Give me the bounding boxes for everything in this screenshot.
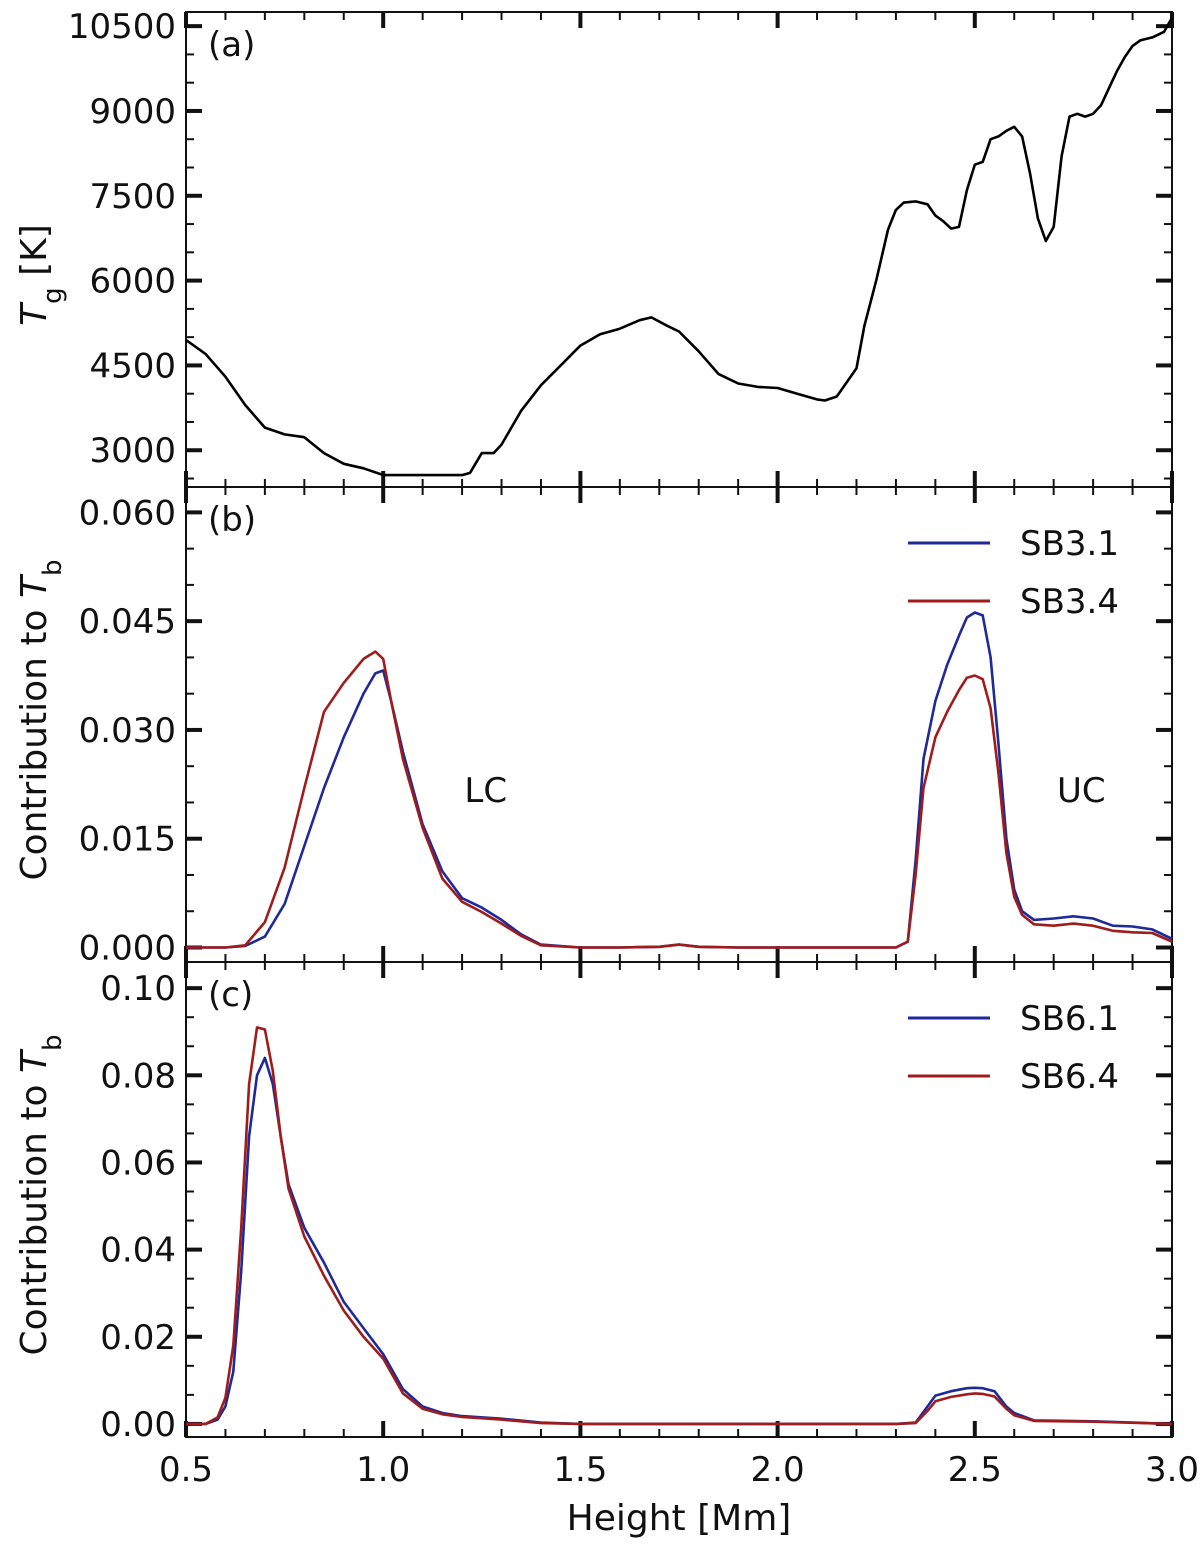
y-tick-label: 0.00: [100, 1405, 176, 1445]
y-tick-label: 3000: [89, 431, 176, 471]
y-axis-label: Contribution to Tb: [14, 1034, 68, 1355]
x-axis-label: Height [Mm]: [567, 1498, 792, 1539]
series-line-SB6.4: [186, 1026, 1173, 1426]
y-axis-label-var: T: [14, 301, 55, 326]
panel-label: (b): [208, 500, 256, 540]
y-tick-label: 9000: [89, 92, 176, 132]
legend-label: SB6.1: [1020, 999, 1119, 1039]
panel-c: 0.00 0.02 0.04 0.06 0.08 0.10 0.5 1.0 1.5 2.0 2.5 3…: [14, 961, 1199, 1490]
annotation-label: LC: [464, 771, 507, 811]
y-axis-label-sub: b: [38, 1034, 68, 1051]
y-tick-label: 0.000: [79, 928, 176, 968]
legend-label: SB3.1: [1020, 524, 1119, 564]
y-tick-label: 0.02: [100, 1318, 176, 1358]
y-tick-label: 0.045: [79, 602, 176, 642]
annotation-label: UC: [1057, 771, 1106, 811]
y-axis-label-var: T: [14, 573, 55, 598]
series-line-SB6.1: [186, 1056, 1173, 1426]
y-axis-label-sub: b: [38, 559, 68, 576]
y-tick-label: 0.10: [100, 969, 176, 1009]
y-tick-label: 0.08: [100, 1056, 176, 1096]
series-line-SB3.4: [186, 650, 1173, 949]
panel-label: (a): [208, 25, 255, 65]
x-tick-label: 2.0: [751, 1450, 805, 1490]
legend-label: SB3.4: [1020, 582, 1119, 622]
x-tick-label: 0.5: [159, 1450, 213, 1490]
y-axis-label: Contribution to Tb: [14, 559, 68, 880]
x-tick-label: 3.0: [1145, 1450, 1199, 1490]
x-tick-label: 2.5: [948, 1450, 1002, 1490]
y-axis-label-unit: [K]: [14, 224, 55, 287]
panel-b: 0.000 0.015 0.030 0.045 0.060 Contribution to…: [14, 486, 1174, 968]
y-tick-label: 0.015: [79, 820, 176, 860]
y-axis-label-text: Contribution to: [14, 598, 55, 881]
y-tick-label: 10500: [68, 7, 176, 47]
plot-frame: [185, 11, 1173, 488]
y-tick-label: 0.030: [79, 711, 176, 751]
y-axis-label-var: T: [14, 1048, 55, 1073]
panel-label: (c): [208, 975, 253, 1015]
y-axis-label-text: Contribution to: [14, 1073, 55, 1356]
y-axis-label: Tg [K]: [14, 224, 68, 326]
y-tick-label: 4500: [89, 346, 176, 386]
y-tick-label: 0.060: [79, 493, 176, 533]
x-tick-label: 1.5: [553, 1450, 607, 1490]
y-tick-label: 0.06: [100, 1143, 176, 1183]
plot-frame: [185, 961, 1173, 1438]
x-tick-label: 1.0: [356, 1450, 410, 1490]
y-tick-label: 7500: [89, 177, 176, 217]
y-tick-label: 0.04: [100, 1231, 176, 1271]
y-tick-label: 6000: [89, 262, 176, 302]
panel-a: 3000 4500 6000 7500 9000 10500 Tg [K] (a): [14, 7, 1174, 488]
series-line-SB3.1: [186, 611, 1173, 949]
legend-label: SB6.4: [1020, 1057, 1119, 1097]
y-axis-label-sub: g: [38, 287, 68, 304]
series-line-temperature: [185, 17, 1174, 477]
